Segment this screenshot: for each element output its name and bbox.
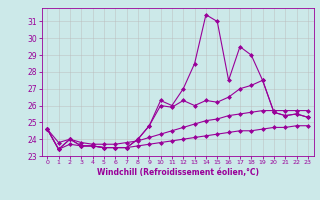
X-axis label: Windchill (Refroidissement éolien,°C): Windchill (Refroidissement éolien,°C) bbox=[97, 168, 259, 177]
